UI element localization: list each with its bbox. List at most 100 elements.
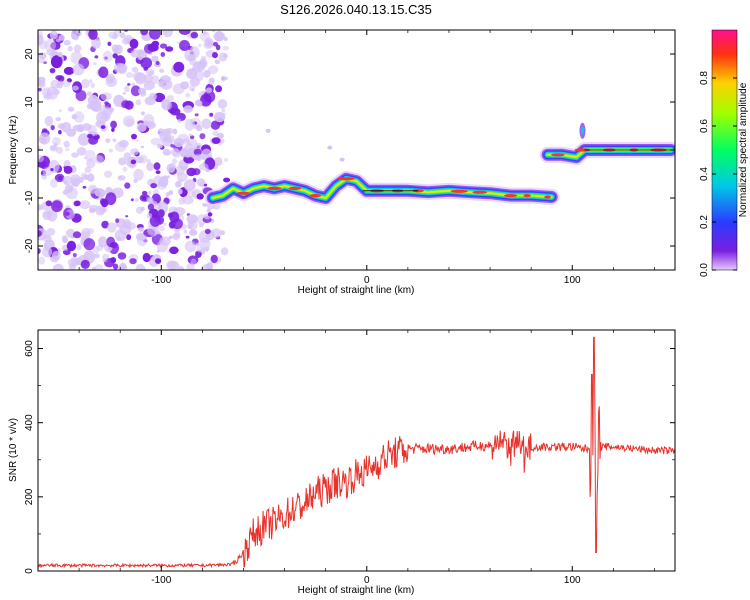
noise-blob [122, 166, 128, 172]
ridge-hotspot [504, 194, 518, 198]
noise-blob [44, 235, 50, 239]
colorbar-tick-label: 0.8 [699, 71, 710, 85]
noise-blob [38, 76, 46, 84]
noise-blob [82, 185, 87, 189]
noise-blob [156, 240, 169, 253]
noise-blob [124, 85, 130, 93]
noise-blob [38, 52, 47, 60]
noise-blob [125, 118, 134, 127]
noise-blob [81, 227, 91, 238]
noise-blob [192, 168, 201, 176]
noise-blob [87, 173, 95, 182]
noise-blob [197, 43, 202, 47]
noise-blob [134, 72, 147, 85]
noise-blob [205, 87, 213, 94]
noise-blob [94, 155, 104, 164]
noise-blob [215, 85, 223, 93]
noise-blob [52, 263, 64, 270]
noise-blob [153, 162, 161, 171]
noise-blob [140, 145, 145, 149]
noise-blob [169, 107, 181, 116]
noise-blob [46, 49, 53, 56]
spectrogram-y-label: Frequency (Hz) [8, 116, 19, 185]
noise-blob [80, 259, 90, 269]
noise-blob [76, 243, 82, 251]
noise-blob [44, 38, 56, 52]
noise-blob [141, 195, 147, 201]
ridge-main-layer [211, 177, 553, 199]
noise-blob [124, 182, 131, 189]
noise-blob [203, 183, 208, 187]
noise-blob [79, 200, 91, 210]
noise-blob [67, 46, 73, 52]
noise-blob [50, 168, 54, 172]
noise-blob [220, 75, 227, 82]
noise-blob [212, 130, 219, 137]
noise-blob [44, 116, 54, 127]
noise-blob [169, 246, 179, 255]
noise-blob [87, 94, 99, 106]
noise-blob [119, 32, 126, 39]
noise-blob [58, 130, 62, 135]
noise-blob [135, 156, 144, 164]
noise-blob [39, 137, 47, 144]
noise-blob [113, 139, 116, 143]
noise-blob [58, 175, 63, 181]
ridge-hotspot [337, 177, 355, 181]
noise-blob [223, 177, 231, 183]
noise-blob [157, 209, 165, 218]
noise-blob [130, 198, 134, 202]
noise-blob [164, 135, 172, 142]
noise-blob [51, 136, 61, 146]
noise-blob [111, 44, 120, 53]
noise-blob [201, 264, 213, 270]
noise-blob [187, 221, 194, 230]
noise-blob [339, 157, 345, 162]
noise-blob [179, 40, 190, 51]
colorbar-ticks: 0.0 0.2 0.4 0.6 0.8 [699, 71, 737, 277]
noise-blob [58, 109, 62, 113]
noise-blob [74, 200, 81, 207]
noise-blob [204, 204, 208, 207]
noise-blob [143, 80, 155, 91]
noise-blob [167, 260, 180, 270]
noise-blob [146, 159, 151, 163]
x-tick-label: -100 [151, 275, 171, 286]
noise-blob [104, 101, 109, 105]
noise-blob [163, 222, 167, 226]
noise-blob [131, 66, 139, 73]
noise-blob [105, 76, 118, 87]
noise-blob [46, 97, 50, 101]
noise-blob [222, 45, 230, 51]
noise-blob [77, 133, 90, 146]
noise-blob [155, 258, 162, 264]
noise-blob [65, 211, 70, 216]
ridge-hotspot [450, 189, 468, 193]
noise-blob [84, 156, 88, 160]
y-tick-label: 400 [24, 414, 35, 431]
noise-blob [38, 256, 46, 265]
noise-blob [189, 135, 195, 139]
noise-blob [129, 38, 139, 49]
noise-blob [63, 140, 70, 148]
noise-blob [212, 52, 218, 59]
noise-blob [88, 184, 98, 194]
noise-blob [42, 128, 48, 133]
y-tick-label: 10 [24, 96, 35, 108]
ridge-spike-core [581, 126, 584, 135]
noise-blob [50, 255, 59, 263]
noise-blob [146, 121, 156, 129]
noise-blob [72, 165, 76, 169]
noise-blob [119, 262, 127, 270]
noise-blob [129, 258, 137, 265]
colorbar-tick-label: 0.0 [699, 263, 710, 277]
noise-blob [211, 228, 222, 238]
noise-blob [50, 125, 55, 131]
noise-blob [130, 159, 137, 165]
noise-blob [121, 100, 130, 109]
noise-blob [160, 52, 166, 57]
noise-blob [172, 83, 185, 95]
noise-blob [161, 98, 171, 111]
noise-blob [88, 30, 98, 40]
colorbar: 0.0 0.2 0.4 0.6 0.8 Normalized spectral ampl… [699, 29, 749, 277]
